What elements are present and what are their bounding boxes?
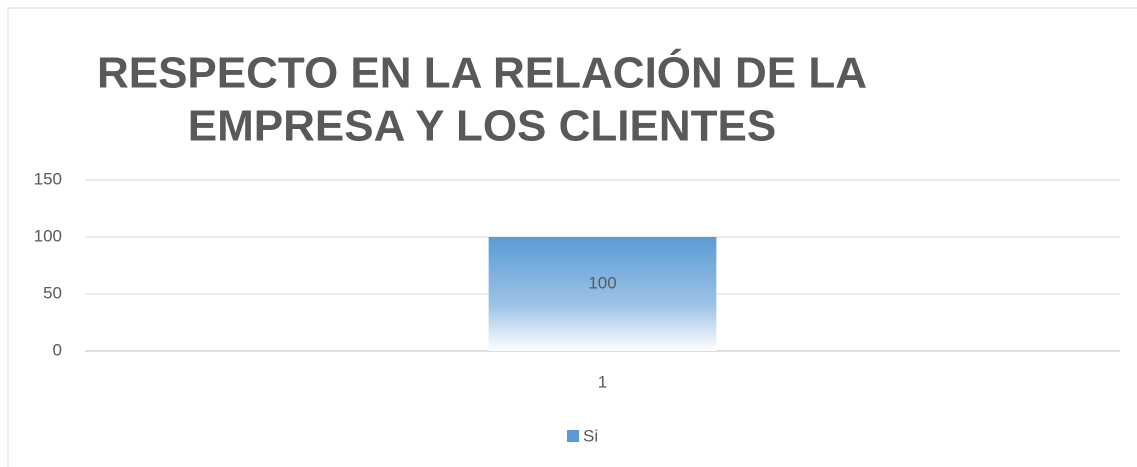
chart-frame bbox=[7, 7, 1137, 467]
y-tick-label: 50 bbox=[43, 283, 62, 302]
bar bbox=[488, 237, 717, 351]
x-tick-label: 1 bbox=[598, 372, 607, 391]
chart-title: RESPECTO EN LA RELACIÓN DE LA bbox=[97, 48, 867, 98]
y-tick-label: 100 bbox=[34, 226, 62, 245]
legend-label: Si bbox=[583, 426, 598, 445]
data-label: 100 bbox=[588, 273, 616, 292]
y-tick-label: 150 bbox=[34, 169, 62, 188]
legend-swatch bbox=[567, 430, 579, 442]
y-tick-label: 0 bbox=[53, 340, 62, 359]
chart-title: EMPRESA Y LOS CLIENTES bbox=[188, 102, 776, 151]
